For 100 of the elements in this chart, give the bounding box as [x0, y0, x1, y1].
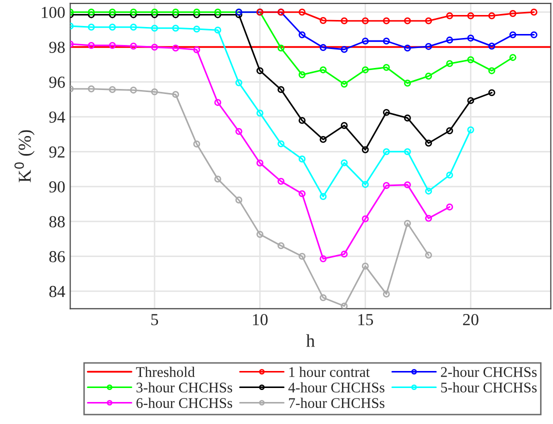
point	[404, 181, 411, 188]
y-tick-label: 86	[49, 251, 65, 262]
legend-label: 7-hour CHCHSs	[289, 398, 384, 408]
legend-label: 6-hour CHCHSs	[136, 398, 232, 408]
point	[256, 110, 264, 117]
point	[509, 54, 516, 61]
point	[467, 12, 474, 20]
point	[320, 294, 327, 302]
point	[362, 180, 369, 188]
y-tick-label: 92	[49, 146, 64, 158]
point	[425, 214, 432, 222]
legend-label: 3-hour CHCHSs	[136, 382, 232, 392]
point	[214, 11, 222, 18]
point	[193, 8, 200, 16]
point	[88, 8, 95, 16]
point	[404, 114, 411, 122]
point	[130, 8, 137, 16]
point	[362, 66, 369, 74]
point	[382, 182, 390, 189]
point	[340, 80, 348, 88]
point	[108, 42, 116, 49]
y-tick-label: 94	[49, 112, 66, 123]
point	[340, 250, 348, 258]
point	[298, 190, 306, 198]
point	[446, 60, 454, 68]
point	[88, 11, 95, 18]
point	[467, 56, 474, 64]
y-tick-label: 98	[49, 42, 65, 53]
point	[108, 24, 116, 31]
point	[298, 252, 306, 260]
point	[467, 34, 474, 42]
point	[488, 42, 496, 50]
point	[404, 220, 411, 227]
point	[340, 302, 348, 309]
point	[509, 31, 516, 38]
point	[320, 136, 327, 143]
point	[382, 38, 390, 45]
point	[151, 8, 158, 16]
point	[256, 67, 264, 74]
point	[172, 24, 180, 32]
point	[278, 86, 284, 94]
y-axis-title: K$^{0}$ (%)	[14, 130, 35, 182]
x-tick-label: 5	[151, 314, 158, 326]
point	[488, 67, 496, 74]
point	[88, 24, 95, 31]
point	[298, 116, 306, 124]
y-tick-label: 90	[49, 181, 65, 193]
point	[235, 128, 242, 135]
point	[88, 42, 95, 49]
point	[278, 44, 284, 52]
point	[256, 160, 264, 166]
point	[382, 108, 390, 116]
point	[446, 204, 454, 210]
point	[362, 17, 369, 24]
point	[320, 44, 327, 51]
point	[425, 17, 432, 24]
point	[172, 11, 180, 18]
point	[151, 24, 158, 32]
point	[235, 79, 242, 86]
y-tick-label: 100	[42, 6, 65, 18]
point	[193, 26, 200, 33]
legend-label: 1 hour contrat	[289, 366, 370, 377]
point	[340, 17, 348, 24]
legend-label: Threshold	[136, 366, 195, 377]
point	[382, 148, 390, 156]
point	[425, 140, 432, 147]
point	[172, 8, 180, 16]
point	[130, 86, 137, 94]
point	[256, 230, 264, 238]
point	[88, 85, 95, 92]
point	[278, 178, 284, 185]
point	[320, 17, 327, 24]
point	[108, 11, 116, 18]
point	[193, 46, 200, 54]
point	[404, 17, 411, 24]
y-tick-label: 96	[49, 76, 65, 88]
point	[340, 159, 348, 166]
legend-label: 4-hour CHCHSs	[288, 382, 384, 392]
point	[340, 122, 348, 129]
point	[488, 89, 496, 96]
point	[488, 12, 496, 20]
point	[446, 127, 454, 134]
point	[108, 8, 116, 16]
point	[320, 193, 327, 200]
point	[214, 176, 222, 183]
point	[362, 262, 369, 270]
point	[382, 64, 390, 71]
point	[530, 8, 538, 16]
point	[425, 43, 432, 50]
point	[214, 26, 222, 34]
point	[467, 97, 474, 104]
legend-label: 5-hour CHCHSs	[441, 382, 537, 392]
point	[362, 215, 369, 222]
point	[278, 140, 284, 148]
point	[530, 31, 538, 38]
point	[446, 36, 454, 44]
point	[193, 140, 200, 148]
point	[172, 44, 180, 52]
point	[425, 188, 432, 195]
point	[235, 196, 242, 204]
